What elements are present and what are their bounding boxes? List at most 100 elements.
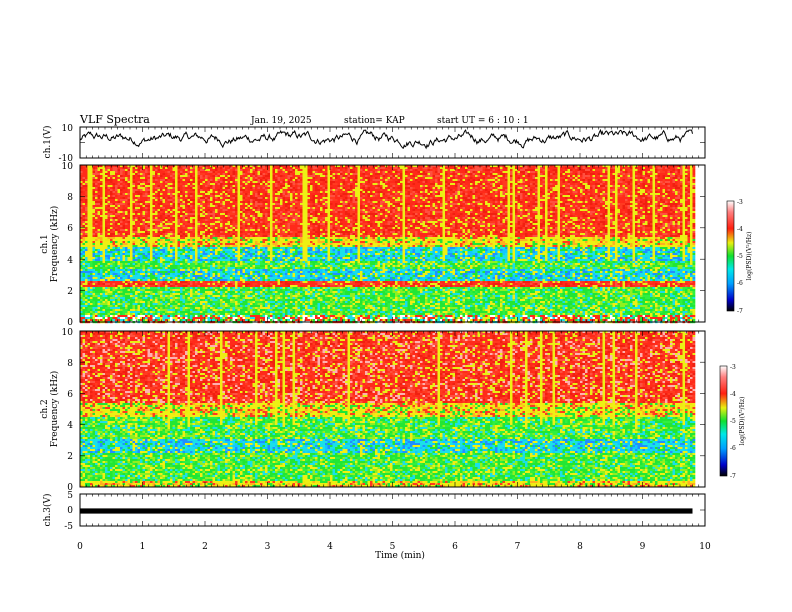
spectrogram-cell — [225, 213, 228, 216]
spectrogram-cell — [197, 213, 201, 216]
spectrogram-cell — [227, 303, 231, 306]
spectrogram-cell — [102, 313, 106, 316]
spectrogram-cell — [102, 207, 106, 210]
spectrogram-cell — [82, 217, 86, 220]
spectrogram-cell — [205, 271, 208, 274]
spectrogram-cell — [185, 181, 188, 184]
spectrogram-cell — [90, 277, 93, 280]
spectrogram-cell — [110, 185, 113, 188]
spectrogram-cell — [85, 223, 88, 226]
spectrogram-cell — [125, 313, 128, 316]
spectrogram-cell — [150, 175, 153, 178]
spectrogram-cell — [160, 173, 163, 176]
spectrogram-cell — [102, 239, 106, 242]
spectrogram-cell — [120, 271, 123, 274]
spectrogram-cell — [95, 195, 98, 198]
spectrogram-cell — [160, 181, 163, 184]
spectrogram-cell — [97, 215, 101, 218]
spectrogram-cell — [180, 165, 183, 168]
spectrogram-cell — [187, 193, 191, 196]
spectrogram-cell — [152, 205, 156, 208]
spectrogram-cell — [82, 259, 86, 262]
spectrogram-cell — [160, 211, 163, 214]
spectrogram-cell — [135, 277, 138, 280]
spectrogram-cell — [160, 189, 163, 192]
spectrogram-cell — [192, 313, 196, 316]
spectrogram-cell — [107, 195, 111, 198]
spectrogram-cell — [102, 299, 106, 302]
spectrogram-cell — [105, 237, 108, 240]
spectrogram-cell — [117, 247, 121, 250]
spectrogram-cell — [192, 309, 196, 312]
spectrogram-cell — [87, 317, 91, 320]
spectrogram-cell — [157, 229, 161, 232]
spectrogram-cell — [190, 181, 193, 184]
spectrogram-cell — [120, 195, 123, 198]
spectrogram-cell — [220, 221, 223, 224]
spectrogram-cell — [185, 183, 188, 186]
spectrogram-cell — [222, 287, 226, 290]
spectrogram-cell — [152, 247, 156, 250]
spectrogram-cell — [192, 211, 196, 214]
spectrogram-cell — [140, 293, 143, 296]
spectrogram-cell — [132, 243, 136, 246]
spectrogram-cell — [187, 173, 191, 176]
spectrogram-cell — [140, 285, 143, 288]
spectrogram-cell — [110, 235, 113, 238]
spectrogram-cell — [155, 187, 158, 190]
spectrogram-cell — [227, 319, 231, 322]
spectrogram-cell — [90, 317, 93, 320]
spectrogram-cell — [152, 231, 156, 234]
spectrogram-cell — [185, 291, 188, 294]
spectrogram-cell — [170, 225, 173, 228]
spectrogram-cell — [90, 183, 93, 186]
spectrogram-cell — [205, 295, 208, 298]
spectrogram-cell — [117, 281, 121, 284]
spectrogram-cell — [80, 295, 83, 298]
spectrogram-cell — [147, 185, 151, 188]
spectrogram-cell — [157, 239, 161, 242]
spectrogram-cell — [165, 281, 168, 284]
ch1-spectrogram-heatmap — [80, 165, 696, 324]
spectrogram-cell — [82, 309, 86, 312]
spectrogram-cell — [147, 175, 151, 178]
spectrogram-cell — [130, 211, 133, 214]
spectrogram-cell — [162, 251, 166, 254]
spectrogram-cell — [187, 241, 191, 244]
spectrogram-cell — [202, 217, 206, 220]
spectrogram-cell — [210, 259, 213, 262]
spectrogram-cell — [107, 237, 111, 240]
spectrogram-cell — [85, 263, 88, 266]
spectrogram-cell — [162, 231, 166, 234]
spectrogram-cell — [115, 175, 118, 178]
spectrogram-cell — [155, 311, 158, 314]
spectrogram-cell — [137, 259, 141, 262]
spectrogram-cell — [105, 177, 108, 180]
spectrogram-cell — [140, 183, 143, 186]
spectrogram-cell — [212, 317, 216, 320]
spectrogram-cell — [120, 237, 123, 240]
spectrogram-cell — [207, 221, 211, 224]
spectrogram-cell — [120, 183, 123, 186]
spectrogram-cell — [112, 265, 116, 268]
spectrogram-cell — [200, 217, 203, 220]
spectrogram-cell — [197, 237, 201, 240]
spectrogram-cell — [220, 269, 223, 272]
spectrogram-cell — [157, 299, 161, 302]
spectrogram-cell — [200, 313, 203, 316]
spectrogram-cell — [87, 167, 91, 170]
spectrogram-cell — [157, 271, 161, 274]
spectrogram-cell — [85, 301, 88, 304]
spectrogram-cell — [200, 165, 203, 168]
spectrogram-cell — [200, 233, 203, 236]
spectrogram-cell — [97, 303, 101, 306]
spectrogram-cell — [125, 235, 128, 238]
spectrogram-cell — [217, 303, 221, 306]
spectrogram-cell — [152, 217, 156, 220]
spectrogram-cell — [112, 177, 116, 180]
spectrogram-cell — [115, 299, 118, 302]
spectrogram-cell — [100, 273, 103, 276]
spectrogram-cell — [82, 315, 86, 318]
spectrogram-cell — [85, 247, 88, 250]
spectrogram-cell — [122, 225, 126, 228]
